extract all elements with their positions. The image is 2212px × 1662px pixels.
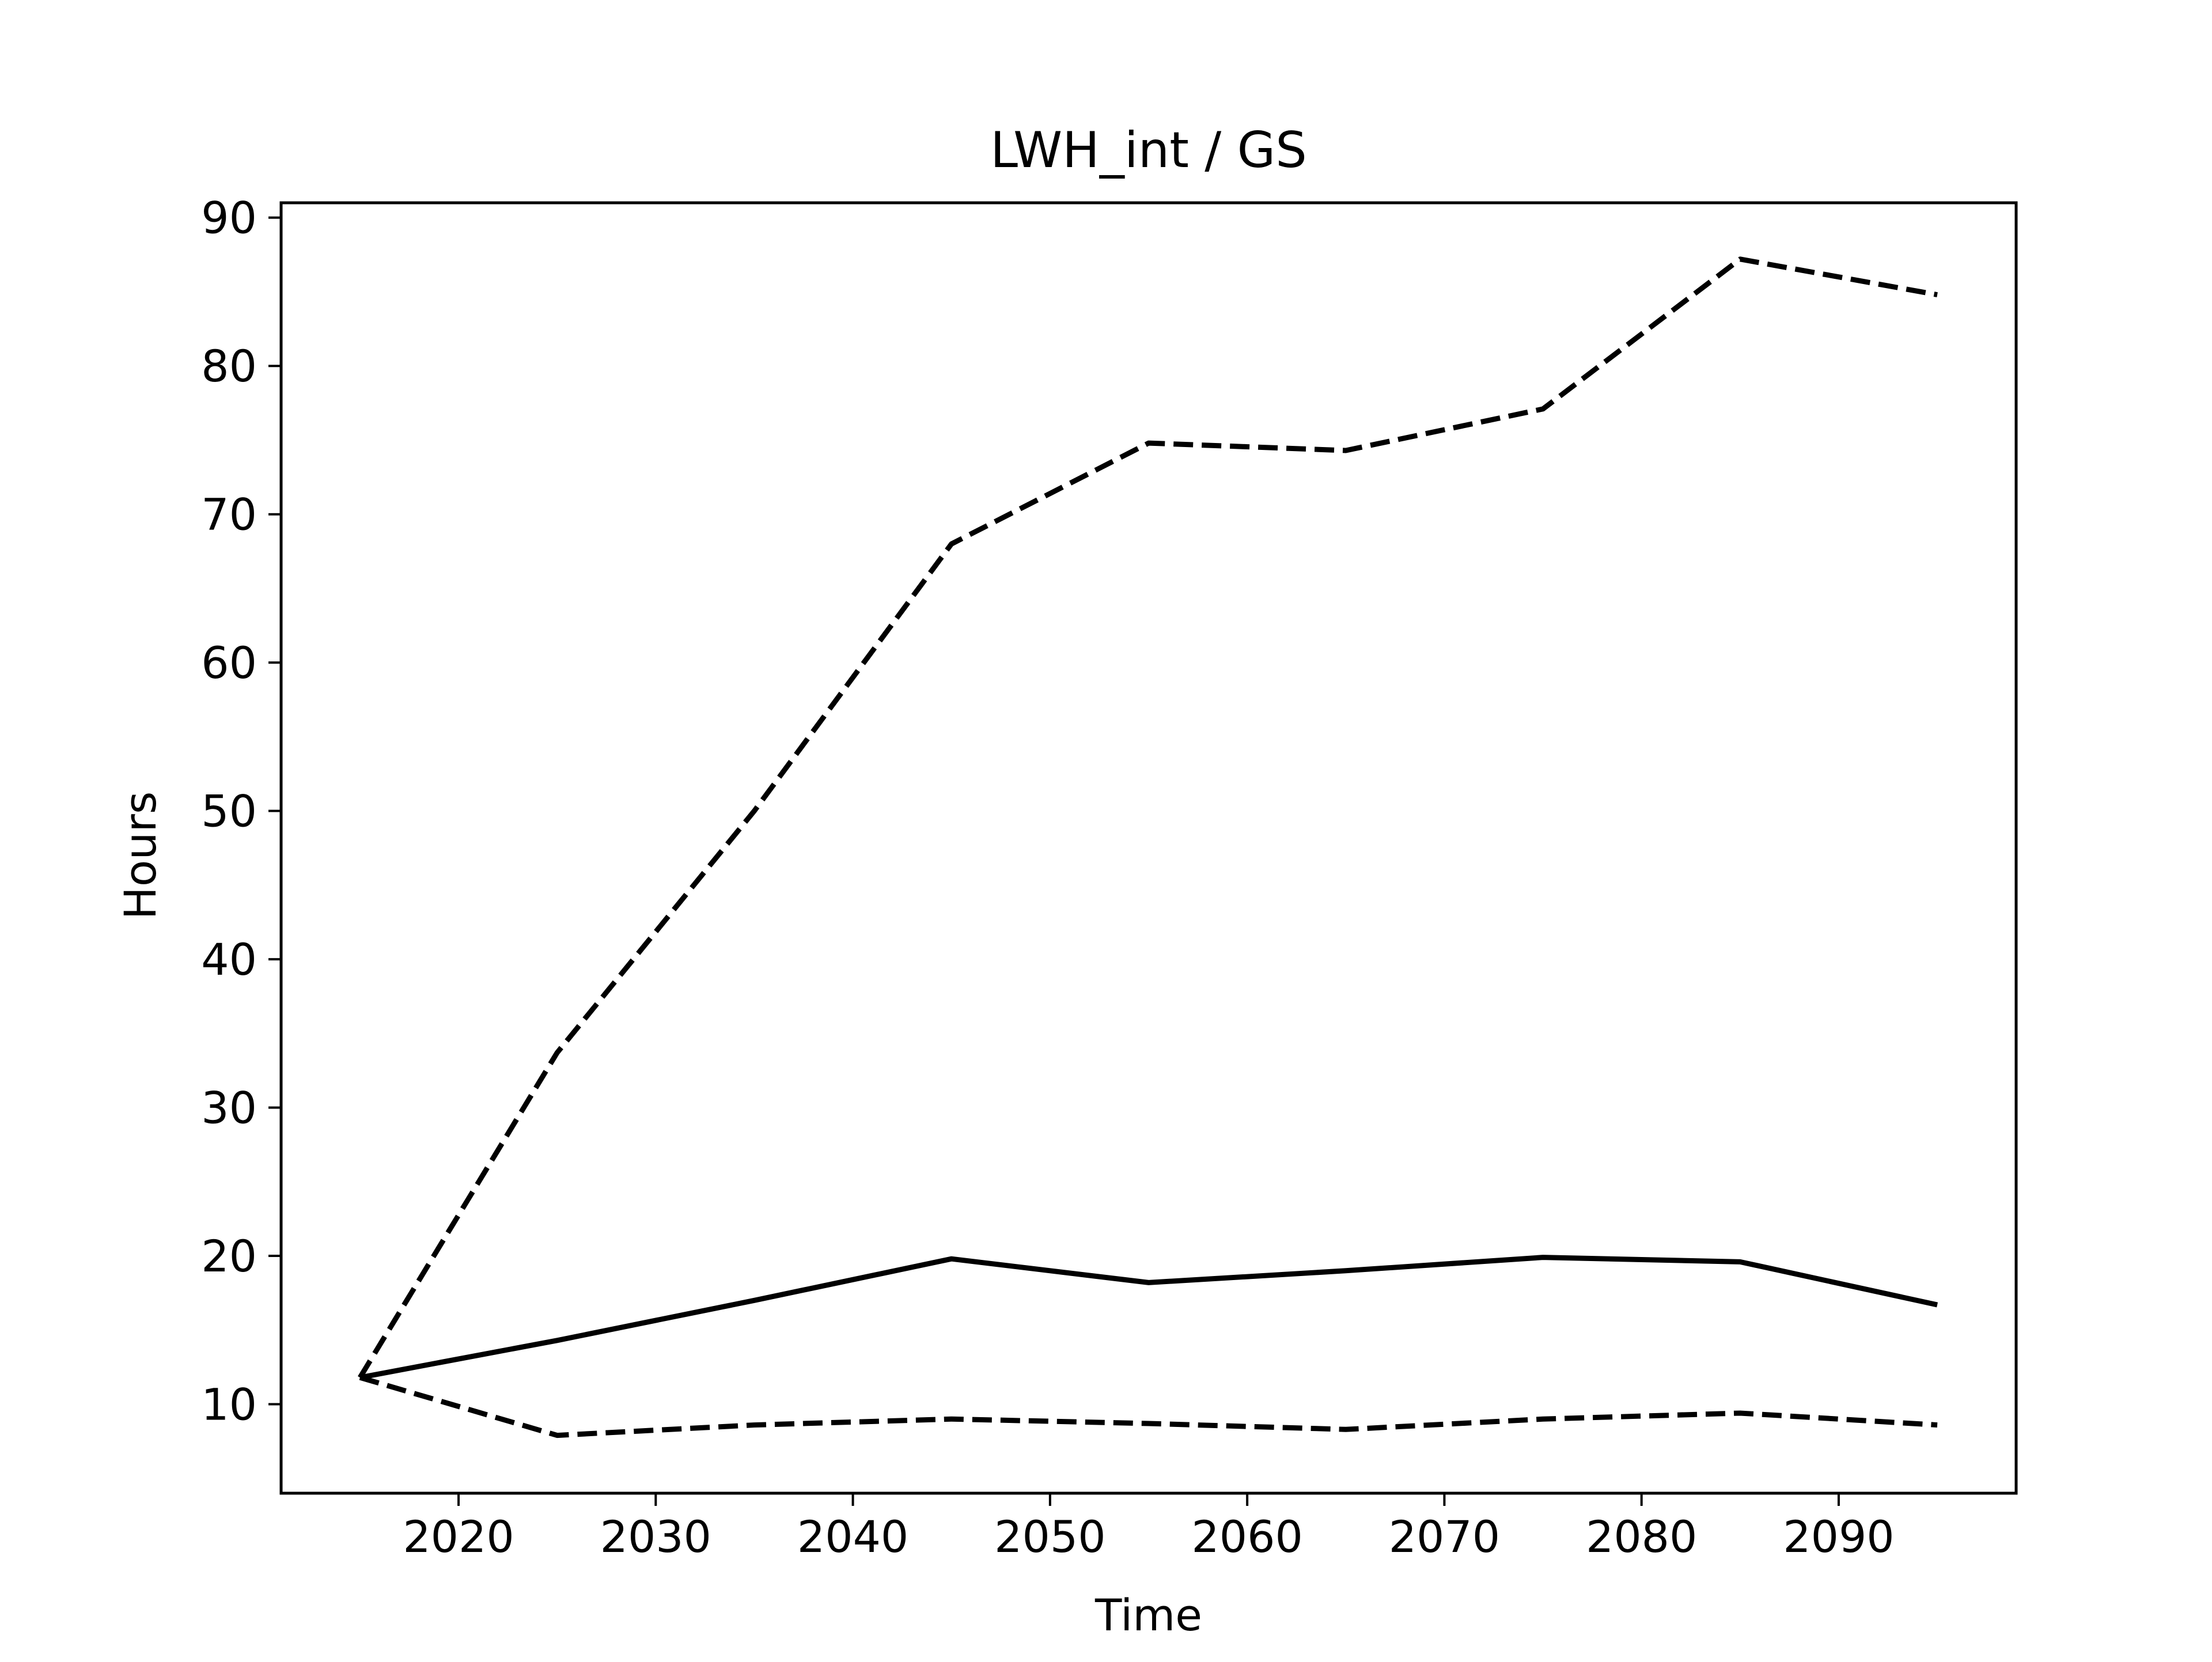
- chart-title: LWH_int / GS: [990, 122, 1307, 179]
- x-tick-label: 2080: [1586, 1511, 1697, 1562]
- series-line-median: [359, 1255, 1938, 1380]
- y-tick-label: 60: [201, 637, 257, 688]
- x-tick-label: 2050: [994, 1511, 1105, 1562]
- series-layer: [358, 256, 1938, 1438]
- series-line-lower: [359, 1375, 1938, 1438]
- y-tick-label: 70: [201, 489, 257, 540]
- x-tick-label: 2090: [1783, 1511, 1894, 1562]
- y-tick-label: 10: [201, 1379, 257, 1430]
- plot-frame: [279, 201, 2018, 1495]
- y-tick-label: 40: [201, 934, 257, 985]
- x-tick-label: 2030: [600, 1511, 711, 1562]
- y-tick-label: 80: [201, 340, 257, 392]
- y-tick-label: 90: [201, 192, 257, 244]
- ticks-layer: 2020 2030 2040 2050 2060 2070 2080 209010203040…: [201, 192, 1894, 1562]
- x-axis-label: Time: [1094, 1589, 1202, 1641]
- y-tick-label: 20: [201, 1231, 257, 1282]
- series-line-upper: [358, 256, 1938, 1379]
- y-tick-label: 30: [201, 1082, 257, 1134]
- x-tick-label: 2060: [1191, 1511, 1302, 1562]
- x-tick-label: 2020: [403, 1511, 514, 1562]
- y-axis-label: Hours: [115, 792, 166, 920]
- x-tick-label: 2070: [1389, 1511, 1500, 1562]
- x-tick-label: 2040: [797, 1511, 908, 1562]
- y-tick-label: 50: [201, 786, 257, 837]
